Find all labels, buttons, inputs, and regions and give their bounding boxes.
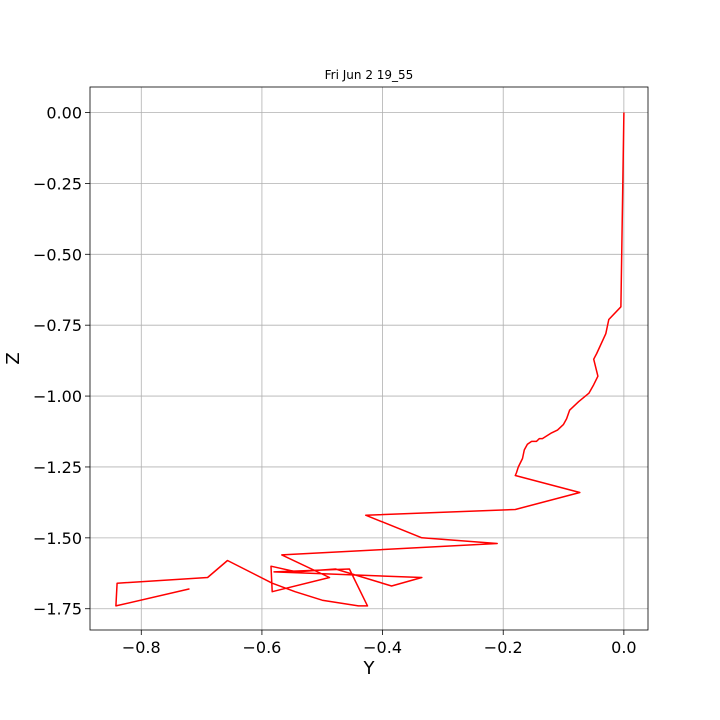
- x-tick-label: −0.8: [122, 638, 161, 657]
- y-axis-label: Z: [3, 352, 24, 364]
- x-axis-label: Y: [363, 658, 376, 679]
- data-layer: [115, 112, 625, 607]
- trajectory-line: [115, 112, 625, 607]
- x-tick-label: −0.4: [363, 638, 402, 657]
- y-tick-label: −1.00: [33, 387, 82, 406]
- y-tick-label: 0.00: [46, 104, 82, 123]
- x-tick-label: −0.6: [242, 638, 281, 657]
- ticks: −0.8 −0.6 −0.4 −0.2 0.0 0.00 −0.25 −0.50 −0.75 −1…: [33, 104, 637, 657]
- grid: [90, 87, 648, 630]
- y-tick-label: −0.50: [33, 245, 82, 264]
- plot-frame: [89, 86, 649, 631]
- y-tick-label: −0.25: [33, 174, 82, 193]
- y-tick-label: −1.50: [33, 529, 82, 548]
- x-tick-label: −0.2: [484, 638, 523, 657]
- chart-title: Fri Jun 2 19_55: [325, 68, 414, 82]
- y-tick-label: −0.75: [33, 316, 82, 335]
- x-tick-label: 0.0: [611, 638, 636, 657]
- y-tick-label: −1.25: [33, 458, 82, 477]
- y-tick-label: −1.75: [33, 600, 82, 619]
